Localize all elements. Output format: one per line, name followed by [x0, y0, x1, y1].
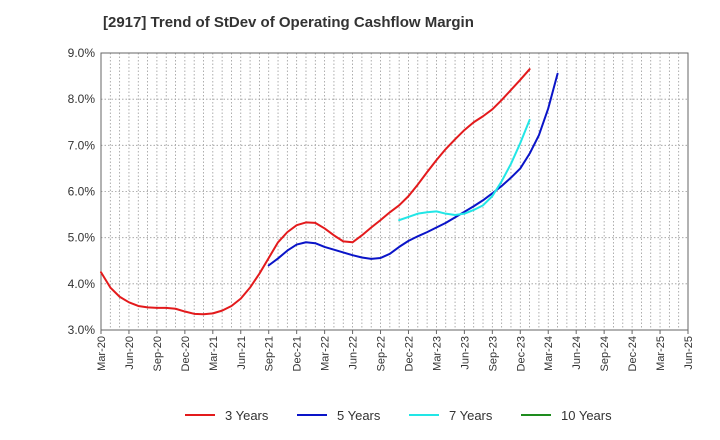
y-tick-label: 7.0%	[68, 138, 96, 152]
legend-label: 3 Years	[225, 408, 269, 423]
legend: 3 Years 5 Years 7 Years 10 Years	[185, 408, 612, 423]
series-line-5-years	[267, 72, 559, 267]
y-tick-label: 9.0%	[68, 46, 96, 60]
legend-label: 10 Years	[561, 408, 612, 423]
chart-title: [2917] Trend of StDev of Operating Cashf…	[103, 14, 474, 31]
y-tick-label: 4.0%	[68, 277, 96, 291]
x-tick-label: Jun-24	[571, 336, 583, 370]
x-tick-label: Sep-23	[487, 336, 499, 371]
x-tick-label: Mar-25	[655, 336, 667, 371]
legend-label: 7 Years	[449, 408, 493, 423]
y-tick-label: 8.0%	[68, 92, 96, 106]
x-tick-label: Mar-21	[208, 336, 220, 371]
x-tick-label: Mar-23	[431, 336, 443, 371]
series-line-3-years	[100, 68, 531, 316]
y-tick-label: 6.0%	[68, 185, 96, 199]
x-tick-label: Mar-20	[96, 336, 108, 371]
y-axis: 3.0% 4.0% 5.0% 6.0% 7.0% 8.0% 9.0%	[68, 46, 96, 337]
x-tick-label: Dec-21	[292, 336, 304, 371]
x-tick-label: Dec-23	[515, 336, 527, 371]
x-tick-label: Jun-23	[459, 336, 471, 370]
x-tick-label: Jun-25	[683, 336, 695, 370]
x-tick-label: Sep-22	[376, 336, 388, 371]
series-lines	[100, 68, 559, 316]
x-tick-label: Jun-21	[236, 336, 248, 370]
x-tick-label: Dec-24	[627, 336, 639, 371]
x-tick-label: Sep-24	[599, 336, 611, 371]
y-tick-label: 3.0%	[68, 323, 96, 337]
x-tick-label: Sep-20	[152, 336, 164, 371]
x-axis: Mar-20 Jun-20 Sep-20 Dec-20 Mar-21 Jun-21 Sep-…	[96, 330, 695, 371]
x-tick-label: Jun-22	[348, 336, 360, 370]
x-tick-label: Mar-24	[543, 336, 555, 371]
y-tick-label: 5.0%	[68, 231, 96, 245]
x-tick-label: Jun-20	[124, 336, 136, 370]
x-tick-label: Dec-20	[180, 336, 192, 371]
x-tick-label: Dec-22	[403, 336, 415, 371]
x-tick-label: Mar-22	[320, 336, 332, 371]
plot-area	[101, 53, 688, 330]
legend-label: 5 Years	[337, 408, 381, 423]
plot-border	[100, 52, 689, 331]
x-tick-label: Sep-21	[264, 336, 276, 371]
series-line-7-years	[398, 118, 531, 222]
